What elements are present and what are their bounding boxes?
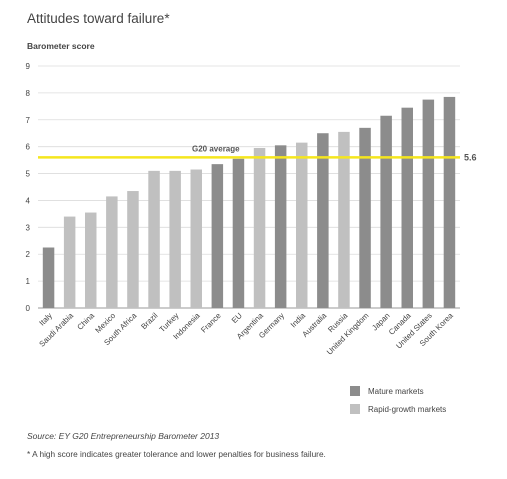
bar [106, 196, 118, 308]
x-tick-label: France [199, 311, 223, 335]
bar [232, 158, 245, 308]
bar [169, 170, 181, 308]
source-note: Source: EY G20 Entrepreneurship Baromete… [27, 431, 220, 441]
legend-swatch-mature [350, 386, 360, 396]
bar [274, 145, 287, 308]
bar [211, 164, 224, 308]
g20-average-value: 5.6 [464, 152, 477, 162]
bar [338, 131, 350, 308]
legend-label-mature: Mature markets [368, 386, 424, 396]
bar [63, 216, 76, 308]
bar [253, 148, 266, 308]
y-tick-label: 9 [26, 62, 31, 71]
bar [85, 212, 97, 308]
bar [190, 169, 202, 308]
x-tick-label: Australia [300, 311, 328, 339]
y-tick-label: 4 [26, 196, 31, 205]
y-tick-label: 6 [26, 143, 31, 152]
x-tick-label: India [289, 311, 308, 330]
bar [42, 247, 55, 308]
x-tick-label: EU [230, 311, 244, 325]
bar [296, 142, 308, 308]
bar [317, 133, 329, 308]
y-tick-label: 1 [26, 277, 31, 286]
bar [401, 107, 413, 308]
y-tick-label: 3 [26, 223, 31, 232]
legend-item-mature: Mature markets [350, 386, 424, 396]
bar [422, 99, 435, 308]
bar [443, 96, 456, 308]
legend-label-rapid: Rapid-growth markets [368, 404, 447, 414]
bar [359, 127, 371, 308]
y-tick-label: 8 [26, 89, 31, 98]
bar [127, 191, 139, 308]
y-tick-label: 7 [26, 116, 31, 125]
bar [380, 115, 392, 308]
chart-title: Attitudes toward failure* [27, 11, 170, 26]
footnote: * A high score indicates greater toleran… [27, 449, 326, 459]
x-tick-label: Italy [37, 311, 54, 328]
bar [148, 170, 160, 308]
y-axis-label: Barometer score [27, 41, 95, 51]
legend-item-rapid: Rapid-growth markets [350, 404, 446, 414]
legend-swatch-rapid [350, 404, 360, 414]
y-tick-label: 5 [26, 170, 31, 179]
y-tick-label: 2 [26, 250, 31, 259]
y-tick-label: 0 [26, 304, 31, 313]
g20-average-label: G20 average [192, 144, 240, 153]
